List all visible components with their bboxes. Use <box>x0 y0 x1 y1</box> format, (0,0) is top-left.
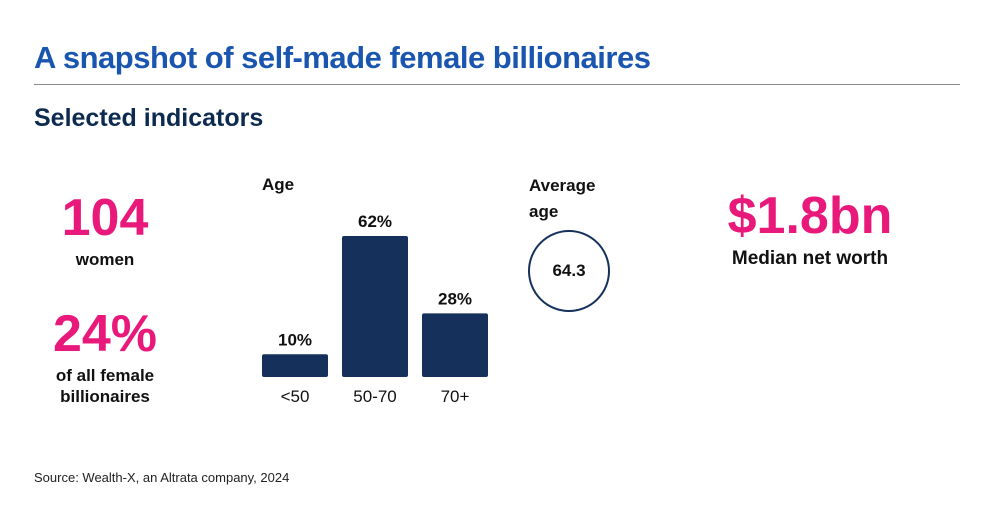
bar-0 <box>262 354 328 377</box>
net-worth-value: $1.8bn <box>727 187 893 245</box>
share-label-line1: of all female <box>55 366 155 385</box>
net-worth-label: Median net worth <box>731 248 889 269</box>
avg-age-heading: Average age <box>529 173 595 225</box>
avg-age-heading-line2: age <box>529 202 559 221</box>
avg-age-heading-line1: Average <box>529 176 596 195</box>
category-label-0: <50 <box>281 387 310 406</box>
bar-data-label-2: 28% <box>438 289 472 308</box>
source-note: Source: Wealth-X, an Altrata company, 20… <box>34 470 290 485</box>
women-count: 104 <box>61 189 149 247</box>
title-divider <box>34 84 960 85</box>
chart-title: Age <box>262 175 294 194</box>
page-title: A snapshot of self-made female billionai… <box>34 40 651 75</box>
avg-age-circle: 64.3 <box>528 230 610 312</box>
category-label-1: 50-70 <box>353 387 396 406</box>
women-label: women <box>75 250 135 269</box>
category-label-2: 70+ <box>441 387 470 406</box>
avg-age-value: 64.3 <box>552 261 586 280</box>
bar-data-label-0: 10% <box>278 330 312 349</box>
share-label: of all female billionaires <box>30 365 180 407</box>
age-bar-chart: Age 10% <50 62% 50-70 28% 70+ <box>262 175 488 406</box>
section-subtitle: Selected indicators <box>34 104 264 132</box>
bar-2 <box>422 313 488 377</box>
share-value: 24% <box>52 305 158 363</box>
bar-data-label-1: 62% <box>358 212 392 231</box>
bar-1 <box>342 236 408 377</box>
share-label-line2: billionaires <box>60 387 150 406</box>
